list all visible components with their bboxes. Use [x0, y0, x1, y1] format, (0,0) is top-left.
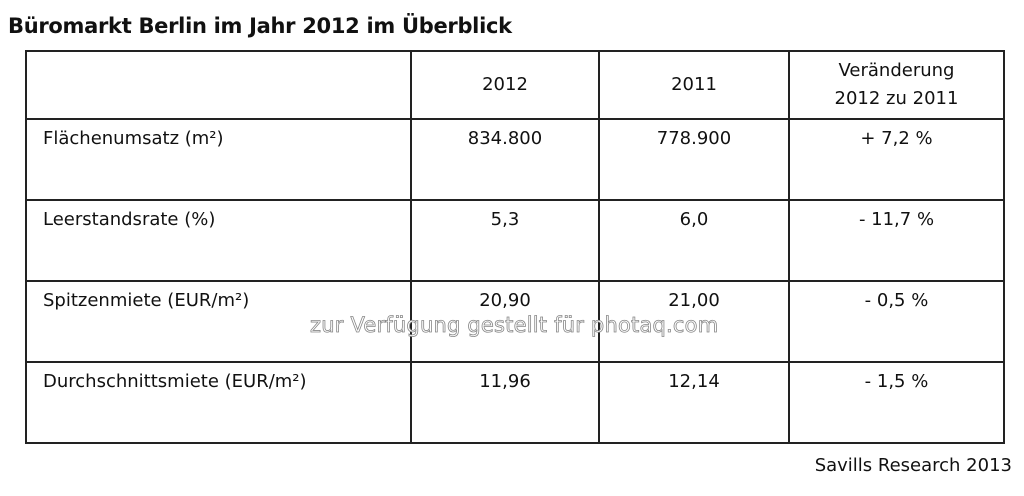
- source: Savills Research 2013: [814, 455, 1012, 476]
- header-cell: 2011: [598, 50, 790, 120]
- table-row: Leerstandsrate (%) 5,3 6,0- 11,7 %: [25, 199, 1005, 282]
- cell: - 11,7 %: [788, 199, 1005, 282]
- header-line: 2012 zu 2011: [834, 88, 959, 109]
- header-row: 2012 2011 Veränderung 2012 zu 2011: [25, 50, 1005, 120]
- row-label: Flächenumsatz (m²): [25, 118, 412, 201]
- cell: - 0,5 %: [788, 280, 1005, 363]
- row-label: Leerstandsrate (%): [25, 199, 412, 282]
- cell: 5,3: [410, 199, 600, 282]
- row-label: Durchschnittsmiete (EUR/m²): [25, 361, 412, 444]
- cell: - 1,5 %: [788, 361, 1005, 444]
- cell: 6,0: [598, 199, 790, 282]
- cell: 12,14: [598, 361, 790, 444]
- watermark: zur Verfügung gestellt für photaq.com: [310, 313, 719, 338]
- table-row: Spitzenmiete (EUR/m²) 20,90 21,00- 0,5 %: [25, 280, 1005, 363]
- title: Büromarkt Berlin im Jahr 2012 im Überbli…: [8, 14, 512, 38]
- cell: + 7,2 %: [788, 118, 1005, 201]
- header-cell: 2012: [410, 50, 600, 120]
- row-label: Spitzenmiete (EUR/m²): [25, 280, 412, 363]
- header-cell: Veränderung 2012 zu 2011: [788, 50, 1005, 120]
- cell: 21,00: [598, 280, 790, 363]
- table-row: Flächenumsatz (m²) 834.800 778.900 + 7,2 %: [25, 118, 1005, 201]
- header-line: Veränderung: [838, 60, 955, 81]
- cell: 20,90: [410, 280, 600, 363]
- cell: 778.900: [598, 118, 790, 201]
- cell: 834.800: [410, 118, 600, 201]
- header-cell: [25, 50, 412, 120]
- table-row: Durchschnittsmiete (EUR/m²) 11,96 12,14- 1…: [25, 361, 1005, 444]
- table: 2012 2011 Veränderung 2012 zu 2011 Fläche…: [25, 50, 1005, 444]
- cell: 11,96: [410, 361, 600, 444]
